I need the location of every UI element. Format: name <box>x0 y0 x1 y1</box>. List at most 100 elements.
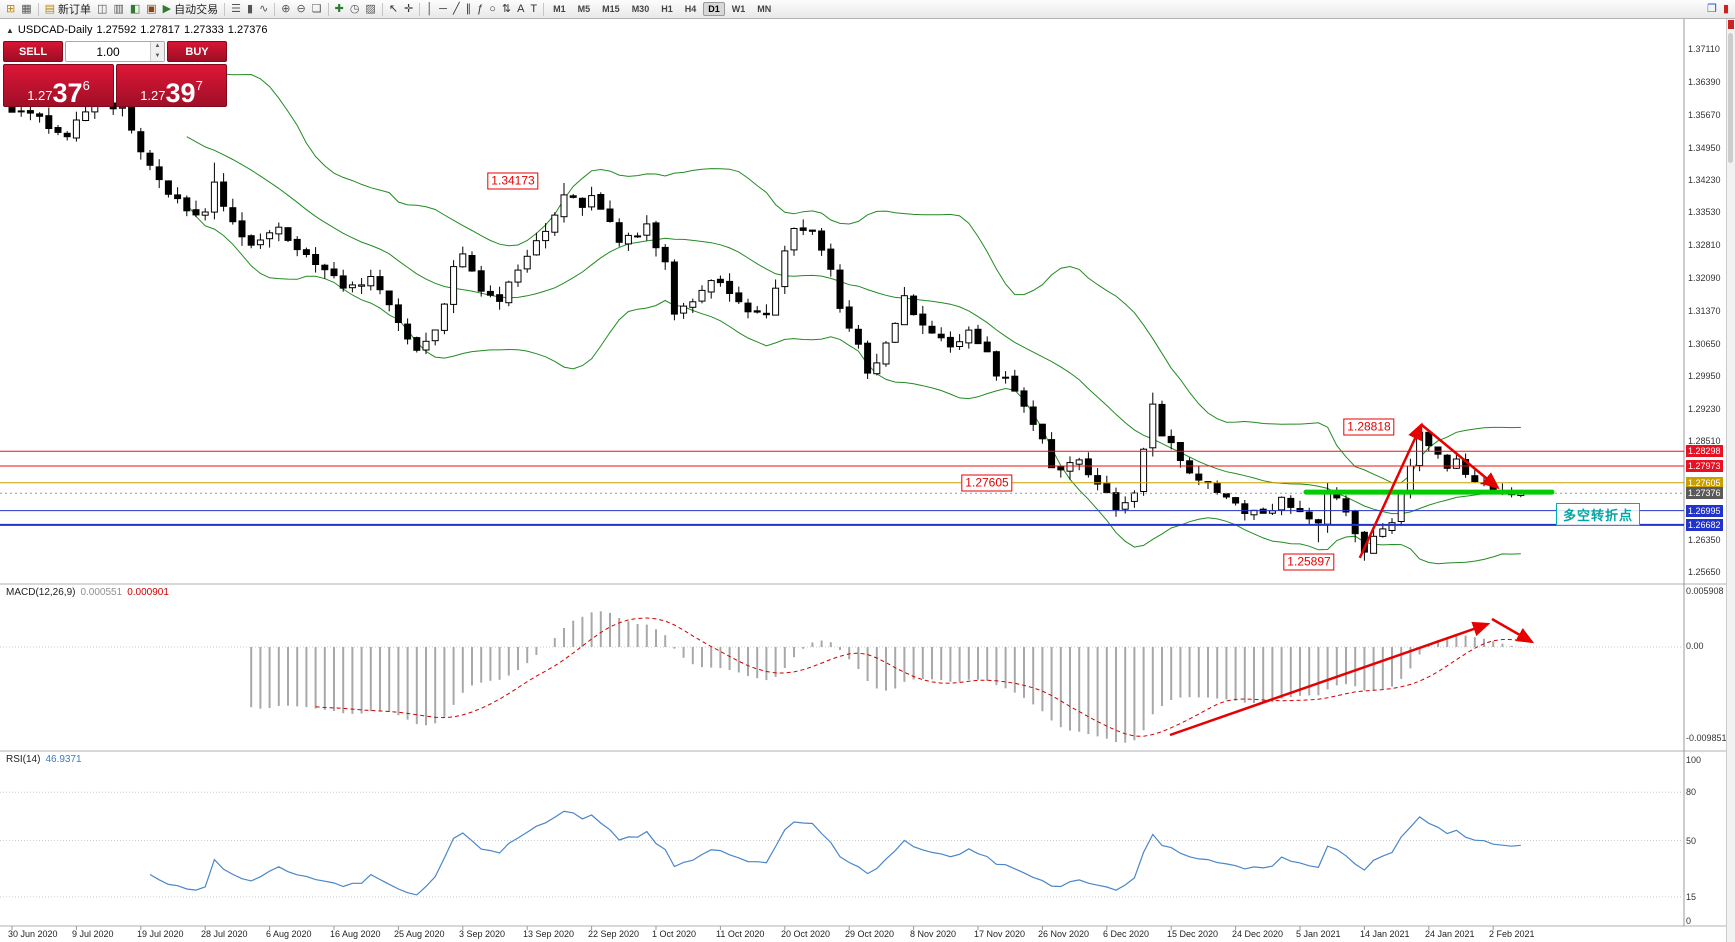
scrollbar-thumb[interactable] <box>1728 33 1733 163</box>
horizontal-line-icon[interactable]: ─ <box>436 1 450 18</box>
toolbar-separator <box>274 2 276 16</box>
timeframe-h1-button[interactable]: H1 <box>661 4 673 14</box>
buy-price-button[interactable]: 1.27397 <box>116 64 227 108</box>
sell-button[interactable]: SELL <box>3 41 63 62</box>
new-chart-icon[interactable]: ⊞ <box>3 1 18 18</box>
chart-profiles-icon[interactable]: ▦ <box>18 1 34 18</box>
text-label-icon[interactable]: T <box>527 1 540 18</box>
toolbar-separator <box>543 2 545 16</box>
arrows-tool-icon[interactable]: ⇅ <box>499 1 514 18</box>
candle-body <box>468 255 476 272</box>
rsi-line <box>149 810 1521 896</box>
cursor-icon[interactable]: ↖ <box>386 1 401 18</box>
dock-windows-icon[interactable]: ❐ <box>1704 1 1720 18</box>
candle-body <box>523 255 531 270</box>
candle-body <box>799 227 807 231</box>
zoom-in-icon[interactable]: ⊕ <box>278 1 293 18</box>
text-icon[interactable]: A <box>514 1 527 18</box>
new-order-button[interactable]: ▤ 新订单 <box>42 1 94 18</box>
price-callout-label[interactable]: 1.25897 <box>1283 553 1335 571</box>
volume-spin-buttons[interactable]: ▲ ▼ <box>150 42 164 61</box>
timeframe-m30-button[interactable]: M30 <box>631 4 650 14</box>
market-watch-icon[interactable]: ◫ <box>94 1 110 18</box>
timeframe-h4-button[interactable]: H4 <box>684 4 697 14</box>
trendline-icon: ╱ <box>452 2 460 15</box>
arrows-tool-icon: ⇅ <box>501 2 512 15</box>
vertical-line-icon[interactable]: │ <box>423 1 436 18</box>
candle-body <box>1287 497 1295 508</box>
timeframe-m15-button[interactable]: M15 <box>602 4 620 14</box>
price-callout-label[interactable]: 1.27605 <box>961 474 1013 492</box>
volume-down-icon[interactable]: ▼ <box>151 51 164 61</box>
price-callout-label[interactable]: 1.34173 <box>487 172 539 190</box>
trend-arrow[interactable] <box>1358 422 1423 559</box>
candle-body <box>956 341 964 348</box>
candle-body <box>891 322 899 343</box>
auto-trading-button[interactable]: ▶ 自动交易 <box>160 1 221 18</box>
timeframe-d1-button[interactable]: D1 <box>703 2 725 16</box>
candle-body <box>17 110 25 113</box>
volume-stepper[interactable]: 1.00 ▲ ▼ <box>65 41 165 62</box>
volume-up-icon[interactable]: ▲ <box>151 42 164 52</box>
zoom-out-icon[interactable]: ⊖ <box>294 1 309 18</box>
candle-body <box>284 227 292 241</box>
tile-windows-icon[interactable]: ❏ <box>309 1 325 18</box>
timeframe-w1-button[interactable]: W1 <box>731 4 746 14</box>
candlestick-chart-icon[interactable]: ▮ <box>244 1 256 18</box>
candle-body <box>551 214 559 233</box>
bar-chart-icon[interactable]: ☰ <box>228 1 244 18</box>
trendline-icon[interactable]: ╱ <box>450 1 463 18</box>
timeframe-m5-button[interactable]: M5 <box>577 4 591 14</box>
buy-button[interactable]: BUY <box>167 41 227 62</box>
candle-body <box>928 325 936 334</box>
toolbar-separator <box>327 2 329 16</box>
turning-point-annotation[interactable]: 多空转折点 <box>1556 503 1641 526</box>
periods-icon[interactable]: ◷ <box>347 1 363 18</box>
candle-body <box>275 226 283 235</box>
fibonacci-icon[interactable]: ƒ <box>474 1 486 18</box>
candle-body <box>256 239 264 246</box>
terminal-icon[interactable]: ▣ <box>143 1 159 18</box>
timeframe-mn-button[interactable]: MN <box>757 4 772 14</box>
price-callout-label[interactable]: 1.28818 <box>1343 418 1395 436</box>
candle-body <box>1020 390 1028 407</box>
rsi-value: 46.9371 <box>45 754 82 765</box>
rsi-axis-label: 50 <box>1686 836 1697 846</box>
candle-body <box>54 127 62 133</box>
candle-body <box>836 269 844 309</box>
macd-panel-area[interactable] <box>0 585 1684 750</box>
candle-body <box>376 276 384 291</box>
channel-icon[interactable]: ∥ <box>463 1 475 18</box>
crosshair-icon[interactable]: ✛ <box>401 1 416 18</box>
sell-price-button[interactable]: 1.27376 <box>3 64 114 108</box>
rsi-panel-area[interactable] <box>0 752 1684 925</box>
candle-body <box>864 342 872 374</box>
collapse-panel-icon[interactable]: ▲ <box>6 26 14 35</box>
chart-plot-area[interactable] <box>0 19 1684 584</box>
templates-icon[interactable]: ▨ <box>362 1 378 18</box>
price-axis-label: 1.29950 <box>1688 371 1721 381</box>
candle-body <box>1471 475 1479 483</box>
shapes-icon[interactable]: ○ <box>486 1 499 18</box>
time-axis-label: 16 Aug 2020 <box>330 929 381 939</box>
price-axis-label: 1.28510 <box>1688 436 1721 446</box>
timeframe-m1-button[interactable]: M1 <box>553 4 566 14</box>
macd-trend-arrow[interactable] <box>1491 617 1535 644</box>
candle-body <box>882 342 890 365</box>
candle-body <box>680 305 688 314</box>
candle-body <box>772 287 780 316</box>
candle-body <box>330 268 338 277</box>
macd-trend-arrow[interactable] <box>1169 621 1491 737</box>
vertical-scrollbar[interactable] <box>1726 19 1735 942</box>
candle-body <box>606 208 614 222</box>
volume-value[interactable]: 1.00 <box>96 44 120 59</box>
navigator-icon[interactable]: ◧ <box>127 1 143 18</box>
data-window-icon[interactable]: ▥ <box>110 1 126 18</box>
candle-body <box>1241 503 1249 514</box>
line-chart-icon[interactable]: ∿ <box>256 1 271 18</box>
candle-body <box>155 166 163 181</box>
indicators-icon[interactable]: ✚ <box>332 1 347 18</box>
alert-icon[interactable]: ▮ <box>1720 1 1732 18</box>
trend-arrow[interactable] <box>1420 423 1500 490</box>
